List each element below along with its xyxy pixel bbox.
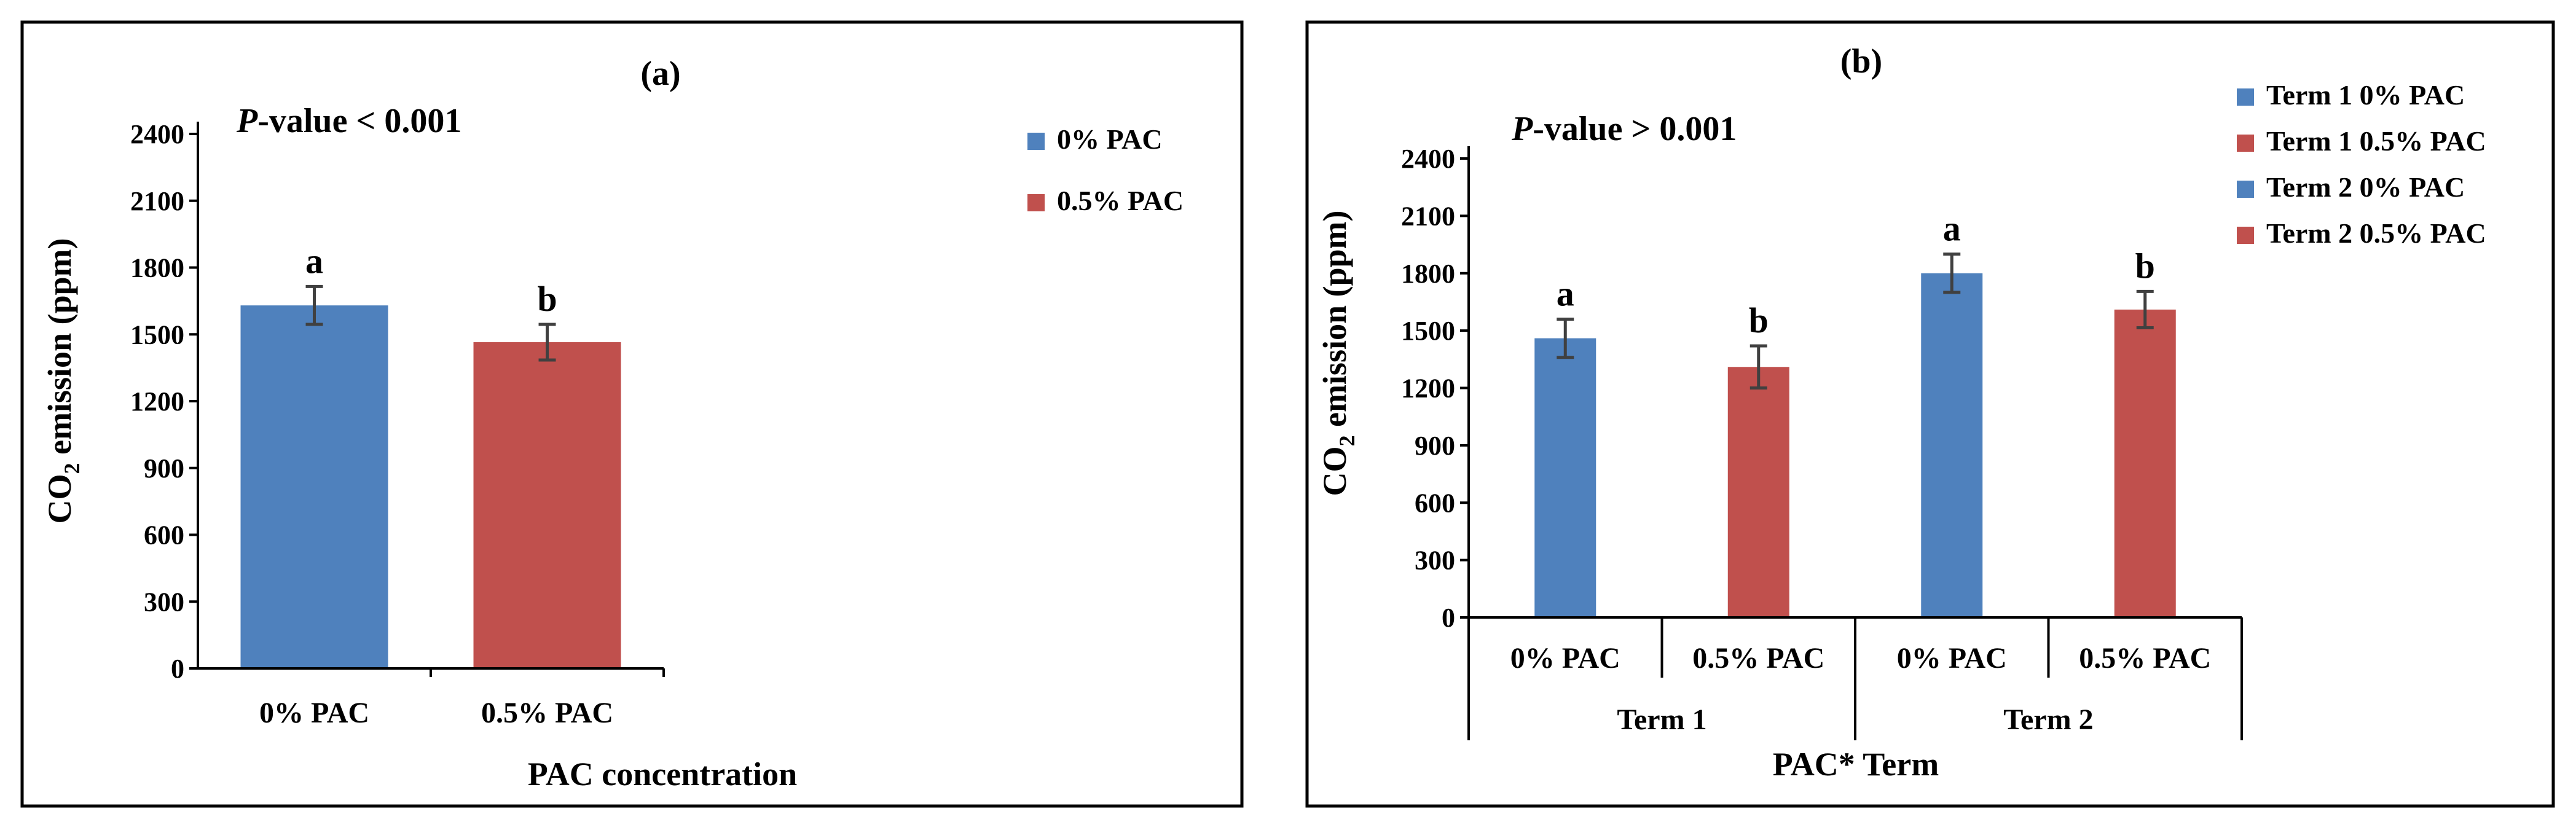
significance-letter: a (305, 241, 323, 281)
y-tick-label: 1200 (1401, 374, 1455, 404)
y-tick-label: 2400 (1401, 144, 1455, 174)
legend-swatch (2237, 135, 2254, 152)
y-tick-label: 2100 (1401, 201, 1455, 231)
panel-a-x-categories: 0% PAC 0.5% PAC (259, 668, 665, 729)
x-category-label: 0.5% PAC (1692, 642, 1824, 675)
error-bar (1943, 253, 1961, 294)
y-tick-label: 1500 (1401, 316, 1455, 346)
bar (1921, 273, 1983, 617)
bar (1727, 367, 1789, 617)
panel-a-y-ticks: 0 300 600 900 1200 1500 1800 2100 2400 (130, 119, 198, 684)
significance-letter: b (1749, 300, 1769, 340)
ylabel-subscript: 2 (1335, 436, 1359, 447)
x-category-label: 0% PAC (259, 697, 369, 729)
error-bar (2136, 289, 2154, 329)
bar (2114, 309, 2176, 617)
panel-b-y-ticks: 0 300 600 900 1200 1500 1800 2100 2400 (1401, 144, 1469, 633)
legend-swatch (2237, 181, 2254, 198)
legend-swatch (2237, 88, 2254, 106)
legend-label: 0% PAC (1057, 123, 1163, 155)
x-category-label: 0% PAC (1510, 642, 1620, 675)
legend-swatch (1027, 133, 1045, 150)
y-tick-label: 1500 (130, 319, 184, 350)
legend-label: Term 2 0.5% PAC (2266, 217, 2486, 249)
ylabel-main: CO (1316, 447, 1353, 496)
panel-b-label: (b) (1840, 42, 1882, 80)
ylabel-main: CO (41, 474, 78, 524)
x-category-label: 0.5% PAC (2079, 642, 2211, 675)
ylabel-rest: emission (ppm) (41, 238, 78, 463)
panel-b-x-categories: 0% PAC 0.5% PAC 0% PAC 0.5% PAC (1467, 617, 2243, 678)
panel-b-bars: a b a b (1534, 209, 2176, 617)
x-category-label: 0.5% PAC (481, 697, 613, 729)
p-value-text: -value > 0.001 (1533, 110, 1737, 148)
bar (473, 342, 621, 668)
bar (1534, 338, 1596, 617)
y-tick-label: 900 (144, 453, 184, 484)
legend-label: Term 2 0% PAC (2266, 171, 2465, 203)
panel-a-x-axis-title: PAC concentration (528, 756, 797, 793)
ylabel-subscript: 2 (60, 463, 84, 474)
chart-panel-a: (a) P-value < 0.001 0 300 600 900 1200 1500 18… (20, 20, 1244, 808)
panel-a-legend: 0% PAC 0.5% PAC (1027, 123, 1184, 216)
panel-a-frame (20, 20, 1244, 808)
legend-swatch (1027, 194, 1045, 211)
y-tick-label: 300 (144, 587, 184, 617)
y-tick-label: 600 (1415, 488, 1455, 518)
y-tick-label: 1200 (130, 386, 184, 417)
panel-b-p-value: P-value > 0.001 (1511, 110, 1737, 148)
bar (240, 305, 388, 668)
error-bar (1749, 344, 1767, 390)
legend-label: 0.5% PAC (1057, 185, 1184, 216)
panel-a-bars: ab (240, 241, 621, 668)
error-bar (1557, 317, 1574, 359)
panel-b-y-axis-title: CO2 emission (ppm) (1316, 210, 1359, 496)
y-tick-label: 0 (1442, 603, 1455, 633)
ylabel-rest: emission (ppm) (1316, 210, 1353, 435)
panel-b-legend: Term 1 0% PAC Term 1 0.5% PAC Term 2 0% PA… (2237, 79, 2486, 249)
y-tick-label: 600 (144, 520, 184, 550)
significance-letter: b (537, 279, 557, 319)
panel-a-label: (a) (640, 55, 680, 93)
legend-swatch (2237, 227, 2254, 244)
p-value-italic: P (236, 102, 258, 140)
panel-a-y-axis-title: CO2 emission (ppm) (41, 238, 84, 523)
y-tick-label: 900 (1415, 431, 1455, 461)
y-tick-label: 2400 (130, 119, 184, 149)
x-group-label: Term 2 (2003, 703, 2093, 736)
panel-b-x-axis-title: PAC* Term (1773, 746, 1939, 783)
legend-label: Term 1 0.5% PAC (2266, 125, 2486, 157)
x-group-label: Term 1 (1617, 703, 1706, 736)
error-bar (305, 284, 323, 326)
panel-b-x-groups: Term 1 Term 2 (1467, 678, 2243, 740)
significance-letter: a (1943, 209, 1961, 249)
chart-panel-b: (b) P-value > 0.001 0 300 600 900 1200 1500 18… (1305, 20, 2555, 808)
p-value-italic: P (1511, 110, 1533, 148)
legend-label: Term 1 0% PAC (2266, 79, 2465, 111)
error-bar (538, 323, 556, 362)
y-tick-label: 0 (171, 654, 184, 684)
x-category-label: 0% PAC (1897, 642, 2007, 675)
panel-a-p-value: P-value < 0.001 (236, 102, 461, 140)
significance-letter: a (1557, 273, 1574, 313)
y-tick-label: 2100 (130, 186, 184, 216)
y-tick-label: 1800 (1401, 259, 1455, 289)
p-value-text: -value < 0.001 (257, 102, 461, 140)
y-tick-label: 300 (1415, 546, 1455, 576)
y-tick-label: 1800 (130, 253, 184, 283)
significance-letter: b (2135, 246, 2155, 286)
